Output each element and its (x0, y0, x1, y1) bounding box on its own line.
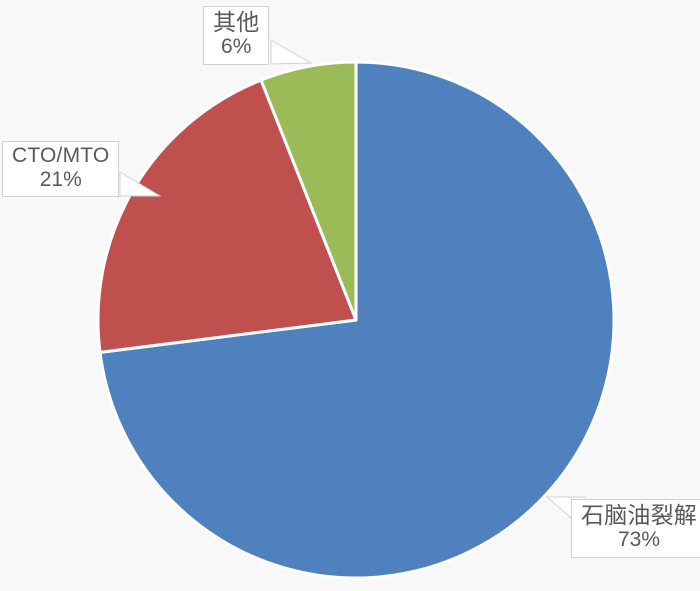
pie-label-other-value: 6% (221, 34, 252, 58)
pie-slice (259, 60, 358, 322)
pie-label-naphtha-value: 73% (617, 527, 661, 551)
pie-label-other-category: 其他 (213, 9, 260, 35)
pie-slice-group (96, 60, 616, 580)
pie-label-ctomto-category: CTO/MTO (12, 144, 110, 167)
pie-label-other: 其他 6% (203, 6, 270, 65)
leader-line-ctomto (119, 171, 162, 197)
pie-label-naphtha-category: 石脑油裂解 (581, 502, 697, 528)
pie-label-ctomto: CTO/MTO 21% (2, 141, 120, 198)
pie-label-naphtha: 石脑油裂解 73% (571, 499, 700, 558)
leader-line-other (270, 39, 313, 65)
pie-label-ctomto-value: 21% (39, 167, 82, 191)
